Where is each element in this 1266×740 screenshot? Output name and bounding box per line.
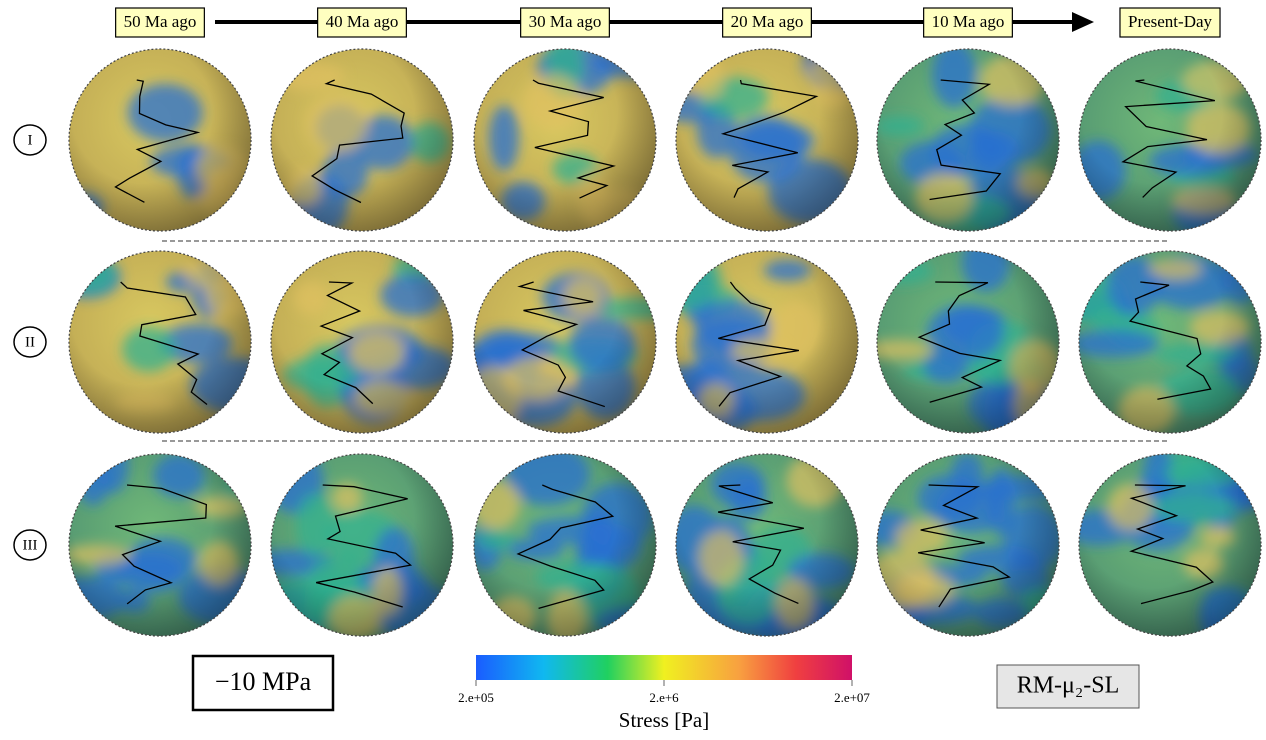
globe-shading	[877, 251, 1059, 433]
globe-outline	[876, 250, 1060, 434]
row-badge	[13, 124, 47, 156]
globe-outline	[876, 48, 1060, 232]
globe	[69, 454, 251, 636]
colorbar-tick-label: 2.e+6	[649, 690, 679, 705]
globe-outline	[270, 250, 454, 434]
time-label-box	[115, 7, 205, 38]
globe-outline	[270, 453, 454, 637]
globe-shading	[271, 49, 453, 231]
globe	[676, 49, 858, 231]
globe	[69, 251, 251, 433]
globe-shading	[271, 454, 453, 636]
globe	[877, 251, 1059, 433]
time-label-box	[1119, 7, 1221, 38]
time-label: 20 Ma ago	[731, 12, 804, 31]
row-label: III	[23, 537, 38, 553]
time-label-box	[317, 7, 407, 38]
row-badge	[13, 326, 47, 358]
globe	[676, 251, 858, 433]
globe	[271, 49, 453, 231]
globe	[474, 49, 656, 231]
colorbar-label: Stress [Pa]	[619, 708, 709, 732]
time-label: 30 Ma ago	[529, 12, 602, 31]
model-box	[996, 664, 1140, 709]
globe-outline	[473, 250, 657, 434]
row-badge	[13, 529, 47, 561]
arrow-head	[1072, 12, 1094, 32]
globe	[877, 454, 1059, 636]
stress-box	[191, 654, 335, 712]
globe	[474, 454, 656, 636]
globe-shading	[1079, 454, 1261, 636]
globe-outline	[68, 48, 252, 232]
globe-outline	[876, 453, 1060, 637]
globe-shading	[69, 251, 251, 433]
globe-outline	[473, 453, 657, 637]
globe	[1079, 49, 1261, 231]
globe-shading	[877, 454, 1059, 636]
globe-outline	[68, 453, 252, 637]
colorbar-tick-label: 2.e+05	[458, 690, 494, 705]
row-label: I	[28, 132, 33, 148]
timeline: 50 Ma ago 40 Ma ago 30 Ma ago 20 Ma ago 10 M…	[115, 7, 1221, 38]
time-label: Present-Day	[1128, 12, 1213, 31]
time-label: 40 Ma ago	[326, 12, 399, 31]
row-label: II	[25, 334, 35, 350]
globe-outline	[675, 250, 859, 434]
globe-shading	[1079, 251, 1261, 433]
globe-outline	[1078, 453, 1262, 637]
globe-shading	[271, 251, 453, 433]
stress-level: −10 MPa	[215, 667, 312, 696]
globe-shading	[474, 454, 656, 636]
globe	[1079, 454, 1261, 636]
globe-outline	[1078, 250, 1262, 434]
globe-shading	[69, 454, 251, 636]
time-label-box	[923, 7, 1013, 38]
globe-outline	[270, 48, 454, 232]
globe-shading	[474, 49, 656, 231]
globe-shading	[676, 251, 858, 433]
globe	[1079, 251, 1261, 433]
globe-shading	[1079, 49, 1261, 231]
legend-area: −10 MPa Stress [Pa] RM-μ₂-SL 2.e+05 2.e+6…	[191, 654, 1140, 732]
time-label-box	[722, 7, 812, 38]
globe	[474, 251, 656, 433]
globe-shading	[676, 454, 858, 636]
globe-outline	[68, 250, 252, 434]
globe	[676, 454, 858, 636]
globe-outline	[675, 48, 859, 232]
colorbar-tick-label: 2.e+07	[834, 690, 870, 705]
globe	[271, 251, 453, 433]
globe-shading	[676, 49, 858, 231]
globe	[271, 454, 453, 636]
globe-shading	[69, 49, 251, 231]
colorbar	[476, 655, 852, 680]
model-name: RM-μ₂-SL	[1017, 673, 1120, 699]
globe-outline	[675, 453, 859, 637]
time-label: 10 Ma ago	[932, 12, 1005, 31]
globe-outline	[1078, 48, 1262, 232]
globe-outline	[473, 48, 657, 232]
globe-shading	[877, 49, 1059, 231]
globe	[877, 49, 1059, 231]
time-label: 50 Ma ago	[124, 12, 197, 31]
globe	[69, 49, 251, 231]
globe-shading	[474, 251, 656, 433]
time-label-box	[520, 7, 610, 38]
